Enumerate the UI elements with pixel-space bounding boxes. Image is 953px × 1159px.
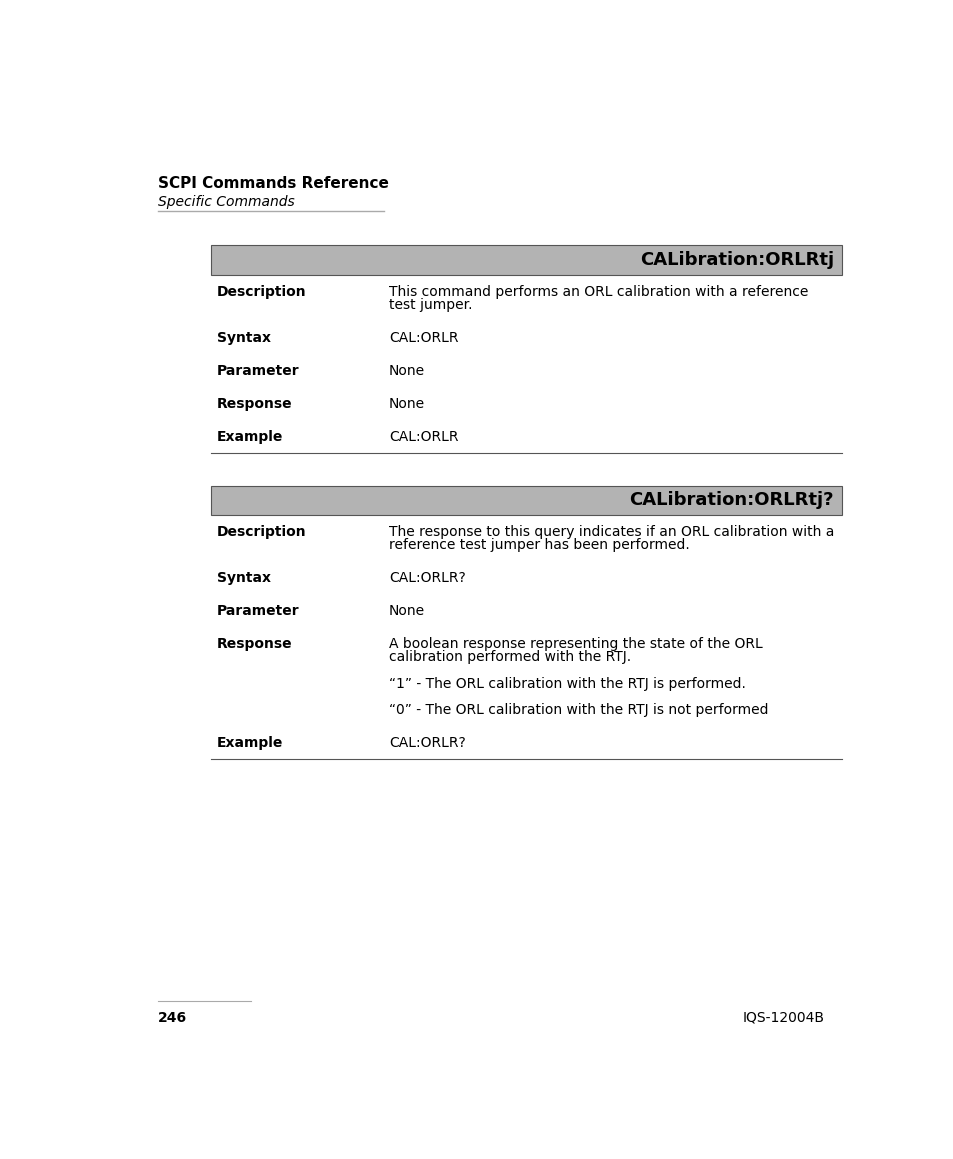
Text: CAL:ORLR?: CAL:ORLR?	[389, 571, 465, 585]
Text: Example: Example	[216, 430, 283, 444]
Bar	[211, 246, 841, 275]
Text: CAL:ORLR?: CAL:ORLR?	[389, 736, 465, 750]
Text: A boolean response representing the state of the ORL: A boolean response representing the stat…	[389, 637, 761, 651]
Text: “1” - The ORL calibration with the RTJ is performed.: “1” - The ORL calibration with the RTJ i…	[389, 677, 745, 691]
Text: Syntax: Syntax	[216, 330, 271, 345]
Text: Description: Description	[216, 285, 306, 299]
Bar	[211, 486, 841, 515]
Text: Description: Description	[216, 525, 306, 539]
Text: Response: Response	[216, 398, 293, 411]
Text: 246: 246	[158, 1011, 187, 1025]
Text: “0” - The ORL calibration with the RTJ is not performed: “0” - The ORL calibration with the RTJ i…	[389, 702, 768, 716]
Text: test jumper.: test jumper.	[389, 298, 472, 312]
Text: calibration performed with the RTJ.: calibration performed with the RTJ.	[389, 650, 631, 664]
Text: IQS-12004B: IQS-12004B	[741, 1011, 823, 1025]
Text: Parameter: Parameter	[216, 364, 299, 378]
Text: Example: Example	[216, 736, 283, 750]
Text: reference test jumper has been performed.: reference test jumper has been performed…	[389, 538, 689, 552]
Text: CALibration:ORLRtj: CALibration:ORLRtj	[639, 252, 833, 269]
Text: CAL:ORLR: CAL:ORLR	[389, 330, 458, 345]
Text: None: None	[389, 604, 425, 618]
Text: This command performs an ORL calibration with a reference: This command performs an ORL calibration…	[389, 285, 807, 299]
Text: Parameter: Parameter	[216, 604, 299, 618]
Text: None: None	[389, 364, 425, 378]
Text: Specific Commands: Specific Commands	[158, 195, 294, 209]
Text: Syntax: Syntax	[216, 571, 271, 585]
Text: The response to this query indicates if an ORL calibration with a: The response to this query indicates if …	[389, 525, 834, 539]
Text: Response: Response	[216, 637, 293, 651]
Text: SCPI Commands Reference: SCPI Commands Reference	[158, 176, 389, 191]
Text: None: None	[389, 398, 425, 411]
Text: CALibration:ORLRtj?: CALibration:ORLRtj?	[629, 491, 833, 509]
Text: CAL:ORLR: CAL:ORLR	[389, 430, 458, 444]
